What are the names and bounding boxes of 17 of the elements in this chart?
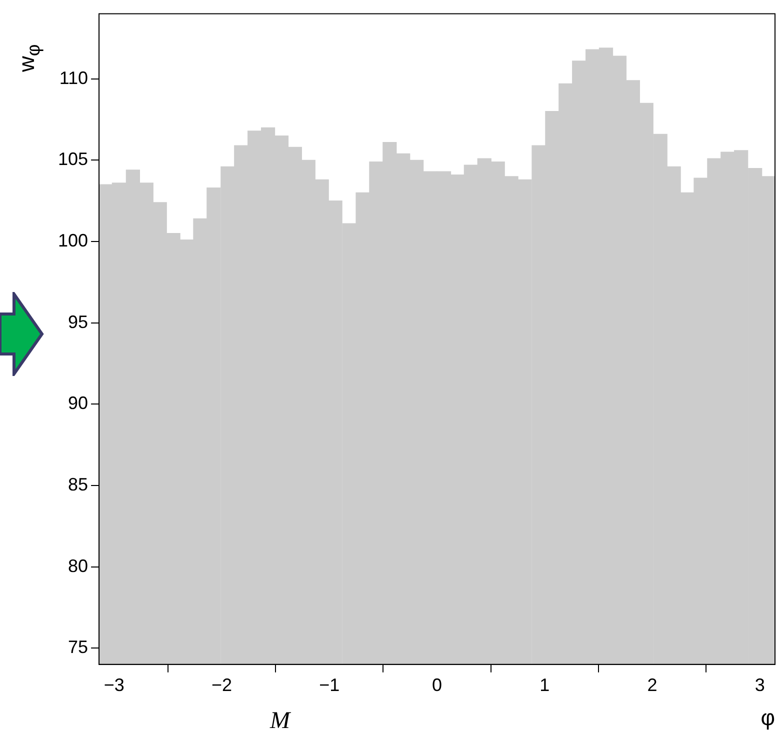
x-tick-label: −2 <box>211 675 232 696</box>
x-tick-label: −1 <box>319 675 340 696</box>
y-tick-label: 110 <box>59 68 88 88</box>
y-tick-label: 100 <box>58 230 88 250</box>
y-tick-label: 105 <box>58 149 88 170</box>
y-tick-label: 75 <box>68 637 88 658</box>
x-tick-label: −3 <box>104 675 124 696</box>
y-tick-label: 95 <box>68 312 88 332</box>
text: M <box>270 708 290 735</box>
x-tick-label: 1 <box>540 675 550 696</box>
x-tick-label: 3 <box>754 675 765 696</box>
x-tick-label: 0 <box>432 675 442 696</box>
y-tick-label: 85 <box>68 474 88 494</box>
y-tick-label: 80 <box>68 556 88 576</box>
x-tick-label: 2 <box>647 675 658 696</box>
y-tick-label: 90 <box>68 393 88 414</box>
x-axis-title: φ <box>760 705 775 731</box>
